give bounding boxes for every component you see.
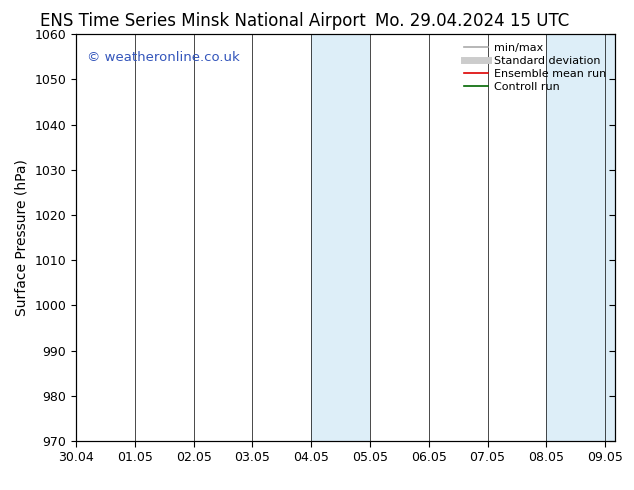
Text: Mo. 29.04.2024 15 UTC: Mo. 29.04.2024 15 UTC xyxy=(375,12,569,30)
Text: © weatheronline.co.uk: © weatheronline.co.uk xyxy=(87,50,240,64)
Y-axis label: Surface Pressure (hPa): Surface Pressure (hPa) xyxy=(15,159,29,316)
Legend: min/max, Standard deviation, Ensemble mean run, Controll run: min/max, Standard deviation, Ensemble me… xyxy=(460,39,611,96)
Bar xyxy=(311,34,370,441)
Bar xyxy=(547,34,615,441)
Text: ENS Time Series Minsk National Airport: ENS Time Series Minsk National Airport xyxy=(40,12,366,30)
